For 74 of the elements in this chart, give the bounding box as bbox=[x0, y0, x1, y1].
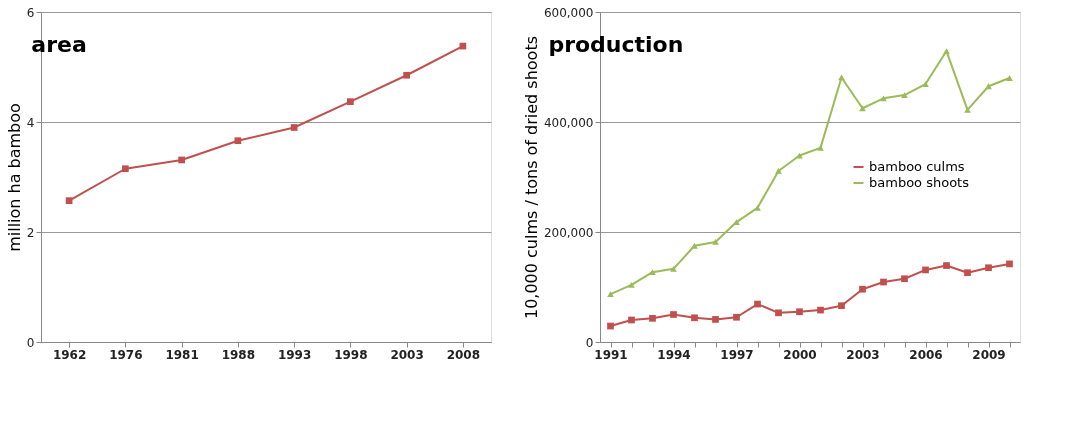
x-tick-label: 2000 bbox=[783, 347, 817, 362]
x-tick-label: 1988 bbox=[221, 347, 256, 362]
y-tick-label: 2 bbox=[26, 225, 35, 240]
point bbox=[290, 124, 298, 131]
y-axis-title: 10,000 culms / tons of dried shoots bbox=[521, 36, 541, 319]
point bbox=[817, 144, 824, 151]
y-tick-label: 0 bbox=[26, 335, 35, 350]
x-tick-label: 1976 bbox=[109, 347, 143, 362]
point bbox=[943, 262, 950, 269]
point bbox=[754, 300, 761, 308]
point bbox=[649, 315, 656, 322]
point bbox=[1006, 260, 1013, 268]
point bbox=[901, 275, 908, 283]
y-tick-label: 6 bbox=[26, 5, 35, 20]
point bbox=[880, 95, 887, 102]
point bbox=[775, 309, 782, 317]
text: production bbox=[548, 32, 684, 57]
point bbox=[670, 311, 677, 318]
point bbox=[628, 281, 635, 288]
point bbox=[985, 83, 992, 90]
point bbox=[817, 306, 824, 314]
text: area bbox=[31, 32, 87, 57]
y-tick-label: 400,000 bbox=[543, 115, 594, 130]
point bbox=[922, 81, 929, 87]
point bbox=[964, 107, 971, 113]
x-tick-label: 2003 bbox=[390, 347, 424, 362]
x-tick-label: 2009 bbox=[972, 347, 1006, 362]
x-tick-label: 1994 bbox=[657, 347, 691, 362]
point bbox=[901, 92, 908, 98]
x-tick-label: 2006 bbox=[909, 347, 943, 362]
y-tick-label: 0 bbox=[585, 335, 594, 350]
x-tick-label: 1981 bbox=[165, 347, 199, 362]
point bbox=[733, 313, 740, 321]
legend-label: bamboo culms bbox=[869, 159, 965, 174]
y-tick-label: 4 bbox=[26, 115, 35, 130]
point bbox=[985, 264, 992, 272]
point bbox=[607, 291, 614, 298]
x-tick-label: 1962 bbox=[52, 347, 87, 362]
point bbox=[178, 156, 185, 164]
point bbox=[649, 269, 656, 276]
legend-label: bamboo shoots bbox=[869, 175, 970, 190]
x-tick-label: 1993 bbox=[277, 347, 312, 362]
point bbox=[838, 302, 845, 310]
point bbox=[628, 316, 635, 324]
point bbox=[859, 285, 866, 293]
point bbox=[880, 278, 887, 286]
x-tick-label: 1998 bbox=[334, 347, 368, 362]
point bbox=[964, 269, 971, 277]
point bbox=[234, 137, 242, 145]
point bbox=[691, 242, 698, 249]
point bbox=[403, 71, 410, 79]
point bbox=[691, 314, 698, 322]
point bbox=[859, 105, 866, 112]
point bbox=[733, 219, 740, 226]
point bbox=[775, 168, 782, 174]
point bbox=[607, 322, 614, 330]
point bbox=[922, 266, 929, 274]
point bbox=[712, 238, 719, 245]
point bbox=[796, 308, 803, 316]
y-axis-title: million ha bamboo bbox=[4, 103, 24, 252]
y-tick-label: 600,000 bbox=[543, 5, 594, 20]
point bbox=[712, 316, 719, 323]
point bbox=[754, 204, 761, 211]
point bbox=[122, 165, 129, 173]
point bbox=[670, 265, 677, 272]
point bbox=[943, 48, 950, 54]
point bbox=[65, 197, 73, 204]
y-tick-label: 200,000 bbox=[543, 225, 594, 240]
x-tick-label: 1991 bbox=[594, 347, 628, 362]
point bbox=[347, 98, 354, 105]
x-tick-label: 2003 bbox=[846, 347, 880, 362]
x-tick-label: 2008 bbox=[446, 347, 481, 362]
x-tick-label: 1997 bbox=[720, 347, 754, 362]
point bbox=[1006, 75, 1013, 81]
